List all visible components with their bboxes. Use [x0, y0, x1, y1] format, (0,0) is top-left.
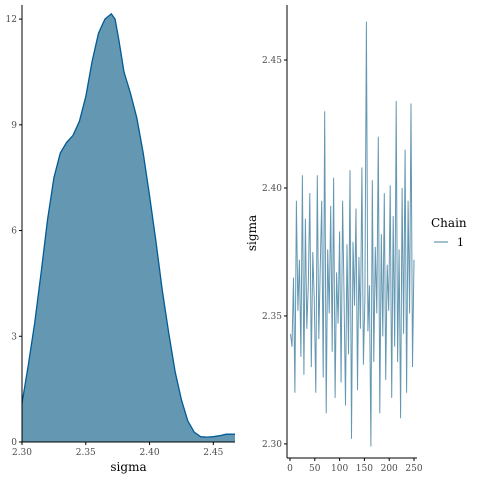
- density-y-tick-label: 3: [11, 332, 17, 342]
- density-y-tick-label: 6: [11, 227, 17, 237]
- trace-y-tick-label: 2.30: [262, 440, 282, 450]
- density-x-tick-label: 2.40: [140, 448, 160, 458]
- trace-x-tick-label: 250: [405, 464, 422, 474]
- trace-x-tick-label: 50: [309, 464, 321, 474]
- legend-label-chain-1: 1: [457, 236, 464, 249]
- density-y-tick-label: 0: [11, 438, 17, 448]
- trace-x-ticks: 0 50 100 150 200 250: [287, 458, 423, 474]
- trace-line-chain-1: [290, 21, 415, 447]
- density-y-tick-label: 12: [6, 15, 17, 25]
- density-x-tick-label: 2.45: [203, 448, 223, 458]
- legend-title: Chain: [431, 216, 467, 230]
- density-x-ticks: 2.30 2.35 2.40 2.45: [12, 442, 224, 458]
- trace-y-ticks: 2.30 2.35 2.40 2.45: [262, 56, 287, 450]
- density-y-ticks: 0 3 6 9 12: [6, 15, 22, 448]
- trace-x-tick-label: 100: [331, 464, 348, 474]
- trace-y-tick-label: 2.45: [262, 56, 282, 66]
- trace-y-axis-title: sigma: [245, 215, 259, 251]
- trace-panel: 0 50 100 150 200 250 2.30 2.35 2.40 2.45 sigma: [245, 5, 423, 474]
- density-x-tick-label: 2.30: [12, 448, 32, 458]
- density-y-tick-label: 9: [11, 121, 17, 131]
- density-x-axis-title: sigma: [110, 460, 146, 474]
- density-panel: 2.30 2.35 2.40 2.45 0 3 6 9 12 sigma: [6, 5, 235, 474]
- legend: Chain 1: [431, 216, 467, 249]
- density-line: [21, 12, 235, 438]
- density-area: [22, 13, 235, 443]
- trace-y-tick-label: 2.40: [262, 184, 282, 194]
- trace-x-tick-label: 150: [356, 464, 373, 474]
- trace-y-tick-label: 2.35: [262, 312, 282, 322]
- density-x-tick-label: 2.35: [76, 448, 96, 458]
- trace-x-tick-label: 200: [381, 464, 398, 474]
- trace-x-tick-label: 0: [287, 464, 293, 474]
